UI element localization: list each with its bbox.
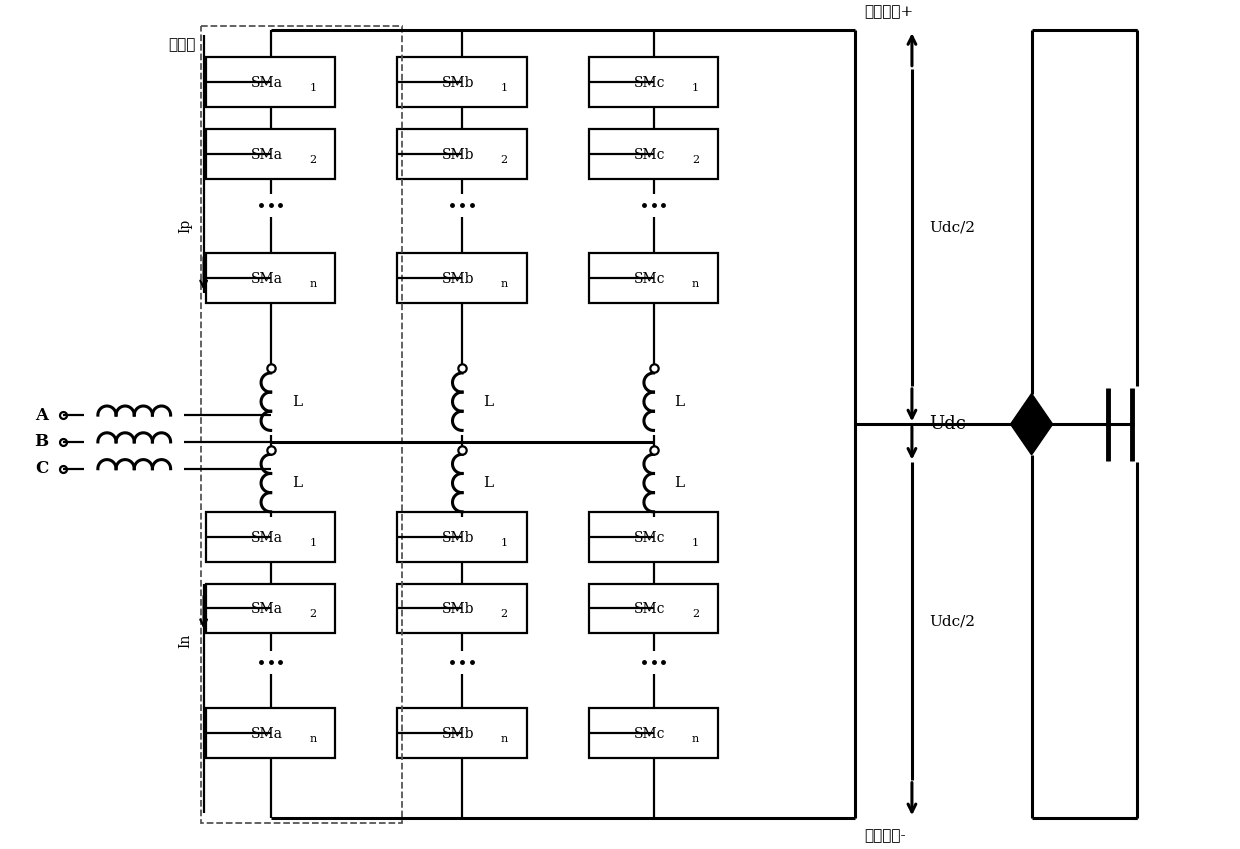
Text: 1: 1: [309, 83, 316, 93]
Polygon shape: [1011, 394, 1053, 424]
Text: SMa: SMa: [250, 727, 283, 741]
Text: n: n: [501, 279, 508, 290]
Text: 2: 2: [692, 610, 699, 620]
Text: SMb: SMb: [441, 603, 475, 616]
Text: SMc: SMc: [634, 76, 666, 90]
Bar: [398, 512, 527, 561]
Text: 1: 1: [692, 537, 699, 548]
Text: SMa: SMa: [250, 76, 283, 90]
Bar: [201, 25, 402, 823]
Text: SMb: SMb: [441, 727, 475, 741]
Polygon shape: [1011, 424, 1053, 455]
Text: L: L: [675, 395, 684, 408]
Bar: [206, 583, 335, 633]
Text: 2: 2: [501, 155, 507, 165]
Text: SMa: SMa: [250, 273, 283, 286]
Text: Ip: Ip: [179, 218, 192, 233]
Bar: [206, 129, 335, 178]
Bar: [589, 512, 718, 561]
Text: SMc: SMc: [634, 273, 666, 286]
Text: Udc/2: Udc/2: [929, 220, 975, 234]
Text: L: L: [484, 395, 494, 408]
Text: 2: 2: [501, 610, 507, 620]
Text: 2: 2: [309, 610, 316, 620]
Bar: [589, 708, 718, 758]
Text: 2: 2: [692, 155, 699, 165]
Text: B: B: [35, 433, 48, 451]
Bar: [206, 57, 335, 107]
Bar: [398, 253, 527, 303]
Text: SMc: SMc: [634, 603, 666, 616]
Bar: [589, 57, 718, 107]
Text: n: n: [309, 279, 316, 290]
Text: SMc: SMc: [634, 531, 666, 545]
Bar: [398, 129, 527, 178]
Text: 1: 1: [501, 83, 507, 93]
Bar: [206, 253, 335, 303]
Text: A: A: [36, 407, 48, 424]
Bar: [206, 512, 335, 561]
Bar: [398, 57, 527, 107]
Text: 1: 1: [692, 83, 699, 93]
Text: 相单元: 相单元: [169, 38, 196, 53]
Text: n: n: [692, 279, 699, 290]
Text: SMc: SMc: [634, 148, 666, 162]
Text: SMc: SMc: [634, 727, 666, 741]
Text: C: C: [35, 460, 48, 477]
Text: Udc: Udc: [929, 415, 966, 433]
Text: SMb: SMb: [441, 148, 475, 162]
Bar: [398, 583, 527, 633]
Text: SMa: SMa: [250, 603, 283, 616]
Bar: [589, 129, 718, 178]
Text: L: L: [675, 476, 684, 490]
Text: L: L: [291, 395, 301, 408]
Text: n: n: [692, 734, 699, 744]
Text: 1: 1: [501, 537, 507, 548]
Text: SMb: SMb: [441, 76, 475, 90]
Text: 直流母线-: 直流母线-: [864, 829, 905, 844]
Text: SMa: SMa: [250, 531, 283, 545]
Bar: [398, 708, 527, 758]
Text: L: L: [484, 476, 494, 490]
Text: n: n: [309, 734, 316, 744]
Text: L: L: [291, 476, 301, 490]
Text: 1: 1: [309, 537, 316, 548]
Text: In: In: [179, 634, 192, 648]
Bar: [589, 253, 718, 303]
Bar: [206, 708, 335, 758]
Text: Udc/2: Udc/2: [929, 614, 975, 628]
Text: SMb: SMb: [441, 273, 475, 286]
Text: 2: 2: [309, 155, 316, 165]
Bar: [589, 583, 718, 633]
Text: 直流母线+: 直流母线+: [864, 5, 914, 19]
Text: n: n: [501, 734, 508, 744]
Text: SMa: SMa: [250, 148, 283, 162]
Text: SMb: SMb: [441, 531, 475, 545]
